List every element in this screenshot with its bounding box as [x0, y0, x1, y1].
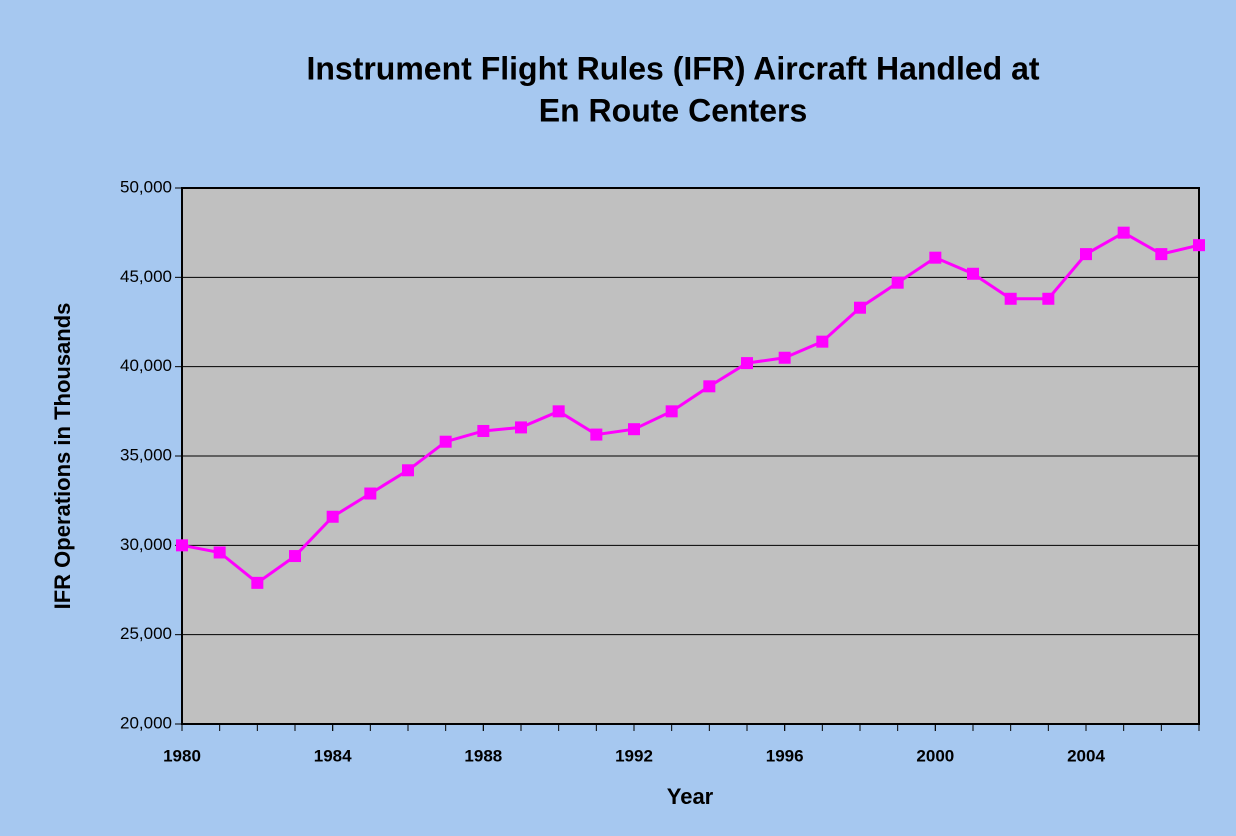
y-tick-label: 30,000 [120, 535, 172, 554]
data-point [854, 301, 866, 314]
data-point [1004, 292, 1017, 305]
x-tick-label: 1988 [464, 746, 502, 765]
data-point [967, 267, 979, 280]
data-point [213, 546, 226, 559]
data-point [552, 405, 565, 418]
chart-subtitle: En Route Centers [539, 92, 807, 128]
y-tick-label: 40,000 [120, 356, 172, 375]
x-tick-label: 2000 [916, 746, 954, 765]
data-point [628, 423, 640, 436]
data-point [176, 539, 188, 552]
data-point [703, 380, 716, 393]
chart-title: Instrument Flight Rules (IFR) Aircraft H… [306, 50, 1039, 86]
data-point [816, 335, 829, 348]
data-point [665, 405, 678, 418]
data-point [891, 276, 904, 289]
data-point [402, 464, 414, 477]
y-tick-label: 20,000 [120, 713, 172, 732]
data-point [741, 357, 753, 370]
y-tick-label: 50,000 [120, 177, 172, 196]
x-tick-label: 1984 [314, 746, 352, 765]
x-tick-label: 1992 [615, 746, 653, 765]
data-point [289, 550, 301, 563]
x-axis-label: Year [667, 784, 714, 809]
data-point [1155, 248, 1168, 261]
x-tick-label: 2004 [1067, 746, 1105, 765]
y-tick-label: 35,000 [120, 445, 172, 464]
data-point [1042, 292, 1055, 305]
data-point [929, 251, 942, 264]
data-point [1080, 248, 1092, 261]
data-point [778, 351, 791, 364]
data-point [515, 421, 527, 434]
y-tick-label: 25,000 [120, 624, 172, 643]
y-axis-label: IFR Operations in Thousands [50, 303, 75, 610]
data-point [1117, 226, 1130, 239]
x-tick-label: 1980 [163, 746, 201, 765]
data-line [181, 230, 1200, 585]
data-point [1193, 239, 1205, 252]
data-point [439, 435, 452, 448]
data-point [326, 510, 339, 523]
y-tick-label: 45,000 [120, 267, 172, 286]
data-point [251, 576, 264, 589]
data-point [590, 428, 603, 441]
data-point [364, 487, 377, 500]
plot-border [181, 187, 1200, 725]
x-tick-label: 1996 [766, 746, 804, 765]
data-point [477, 424, 490, 437]
